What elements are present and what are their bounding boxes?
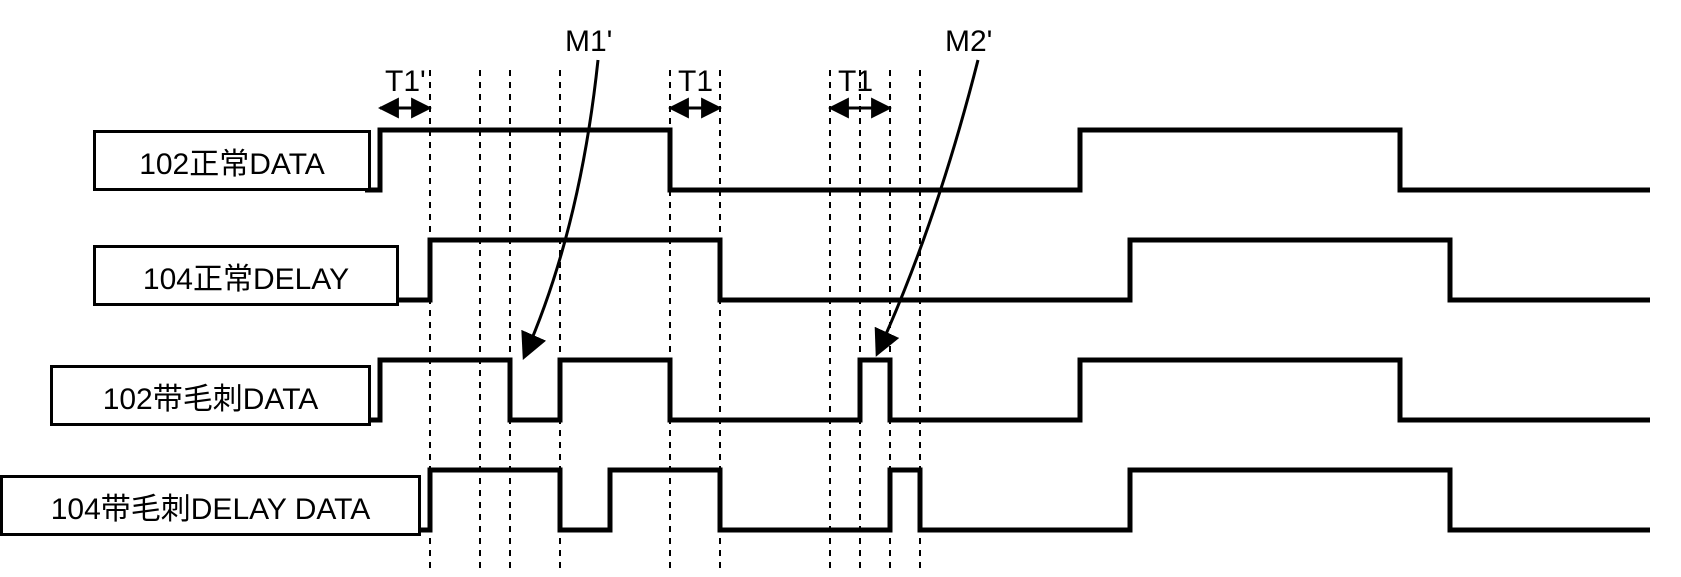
label-text-row-104-normal: 104正常DELAY — [143, 254, 349, 298]
label-text-row-102-glitch: 102带毛刺DATA — [103, 374, 319, 418]
pointer-arrow-m1p — [525, 60, 598, 355]
waveform-row-102-glitch — [365, 360, 1650, 420]
waveform-row-104-normal — [380, 240, 1650, 300]
annot-t1b: T1 — [838, 65, 873, 99]
pointer-arrow-m2p — [878, 60, 978, 352]
label-text-row-102-normal: 102正常DATA — [139, 139, 325, 183]
label-row-104-normal: 104正常DELAY — [93, 245, 399, 306]
waveform-row-102-normal — [365, 130, 1650, 190]
annot-t1p: T1' — [385, 65, 426, 99]
waveform-row-104-glitch — [380, 470, 1650, 530]
timing-diagram: 102正常DATA 104正常DELAY 102带毛刺DATA 104带毛刺DELAY… — [0, 0, 1681, 577]
annot-m2p: M2' — [945, 25, 992, 59]
label-row-102-glitch: 102带毛刺DATA — [50, 365, 371, 426]
label-text-row-104-glitch: 104带毛刺DELAY DATA — [51, 484, 371, 528]
label-row-102-normal: 102正常DATA — [93, 130, 371, 191]
annot-t1a: T1 — [678, 65, 713, 99]
annot-m1p: M1' — [565, 25, 612, 59]
label-row-104-glitch: 104带毛刺DELAY DATA — [0, 475, 421, 536]
